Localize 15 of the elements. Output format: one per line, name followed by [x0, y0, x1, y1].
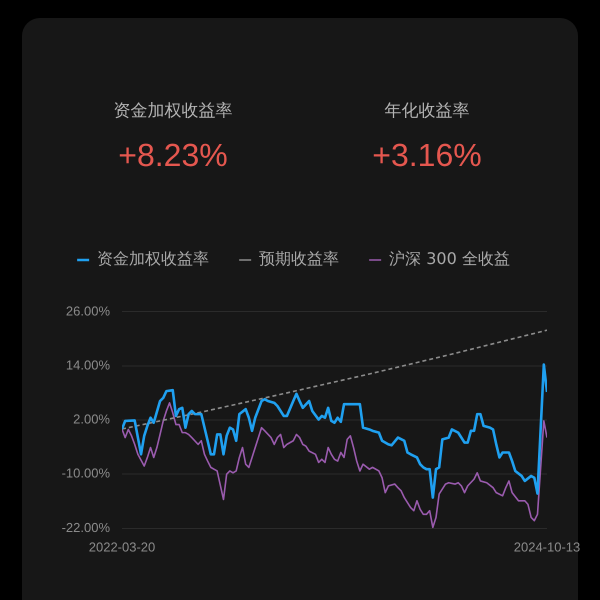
legend-label: 预期收益率 — [259, 249, 340, 268]
line-series — [122, 329, 547, 430]
text: +3.16% — [371, 136, 483, 175]
y-tick-label: 14.00% — [66, 357, 110, 372]
legend-label: 沪深 300 全收益 — [389, 249, 510, 268]
text: +8.23% — [117, 136, 229, 175]
text: 年化收益率 — [384, 100, 470, 122]
text: 资金加权收益率 — [112, 100, 234, 122]
x-tick-label: 2024-10-13 — [514, 540, 580, 555]
y-tick-label: -10.00% — [62, 466, 110, 481]
x-tick-label: 2022-03-20 — [88, 540, 156, 555]
y-tick-label: -22.00% — [62, 520, 110, 535]
y-tick-label: 26.00% — [66, 303, 110, 318]
y-tick-label: 2.00% — [73, 412, 110, 427]
legend-label: 资金加权收益率 — [97, 249, 210, 268]
